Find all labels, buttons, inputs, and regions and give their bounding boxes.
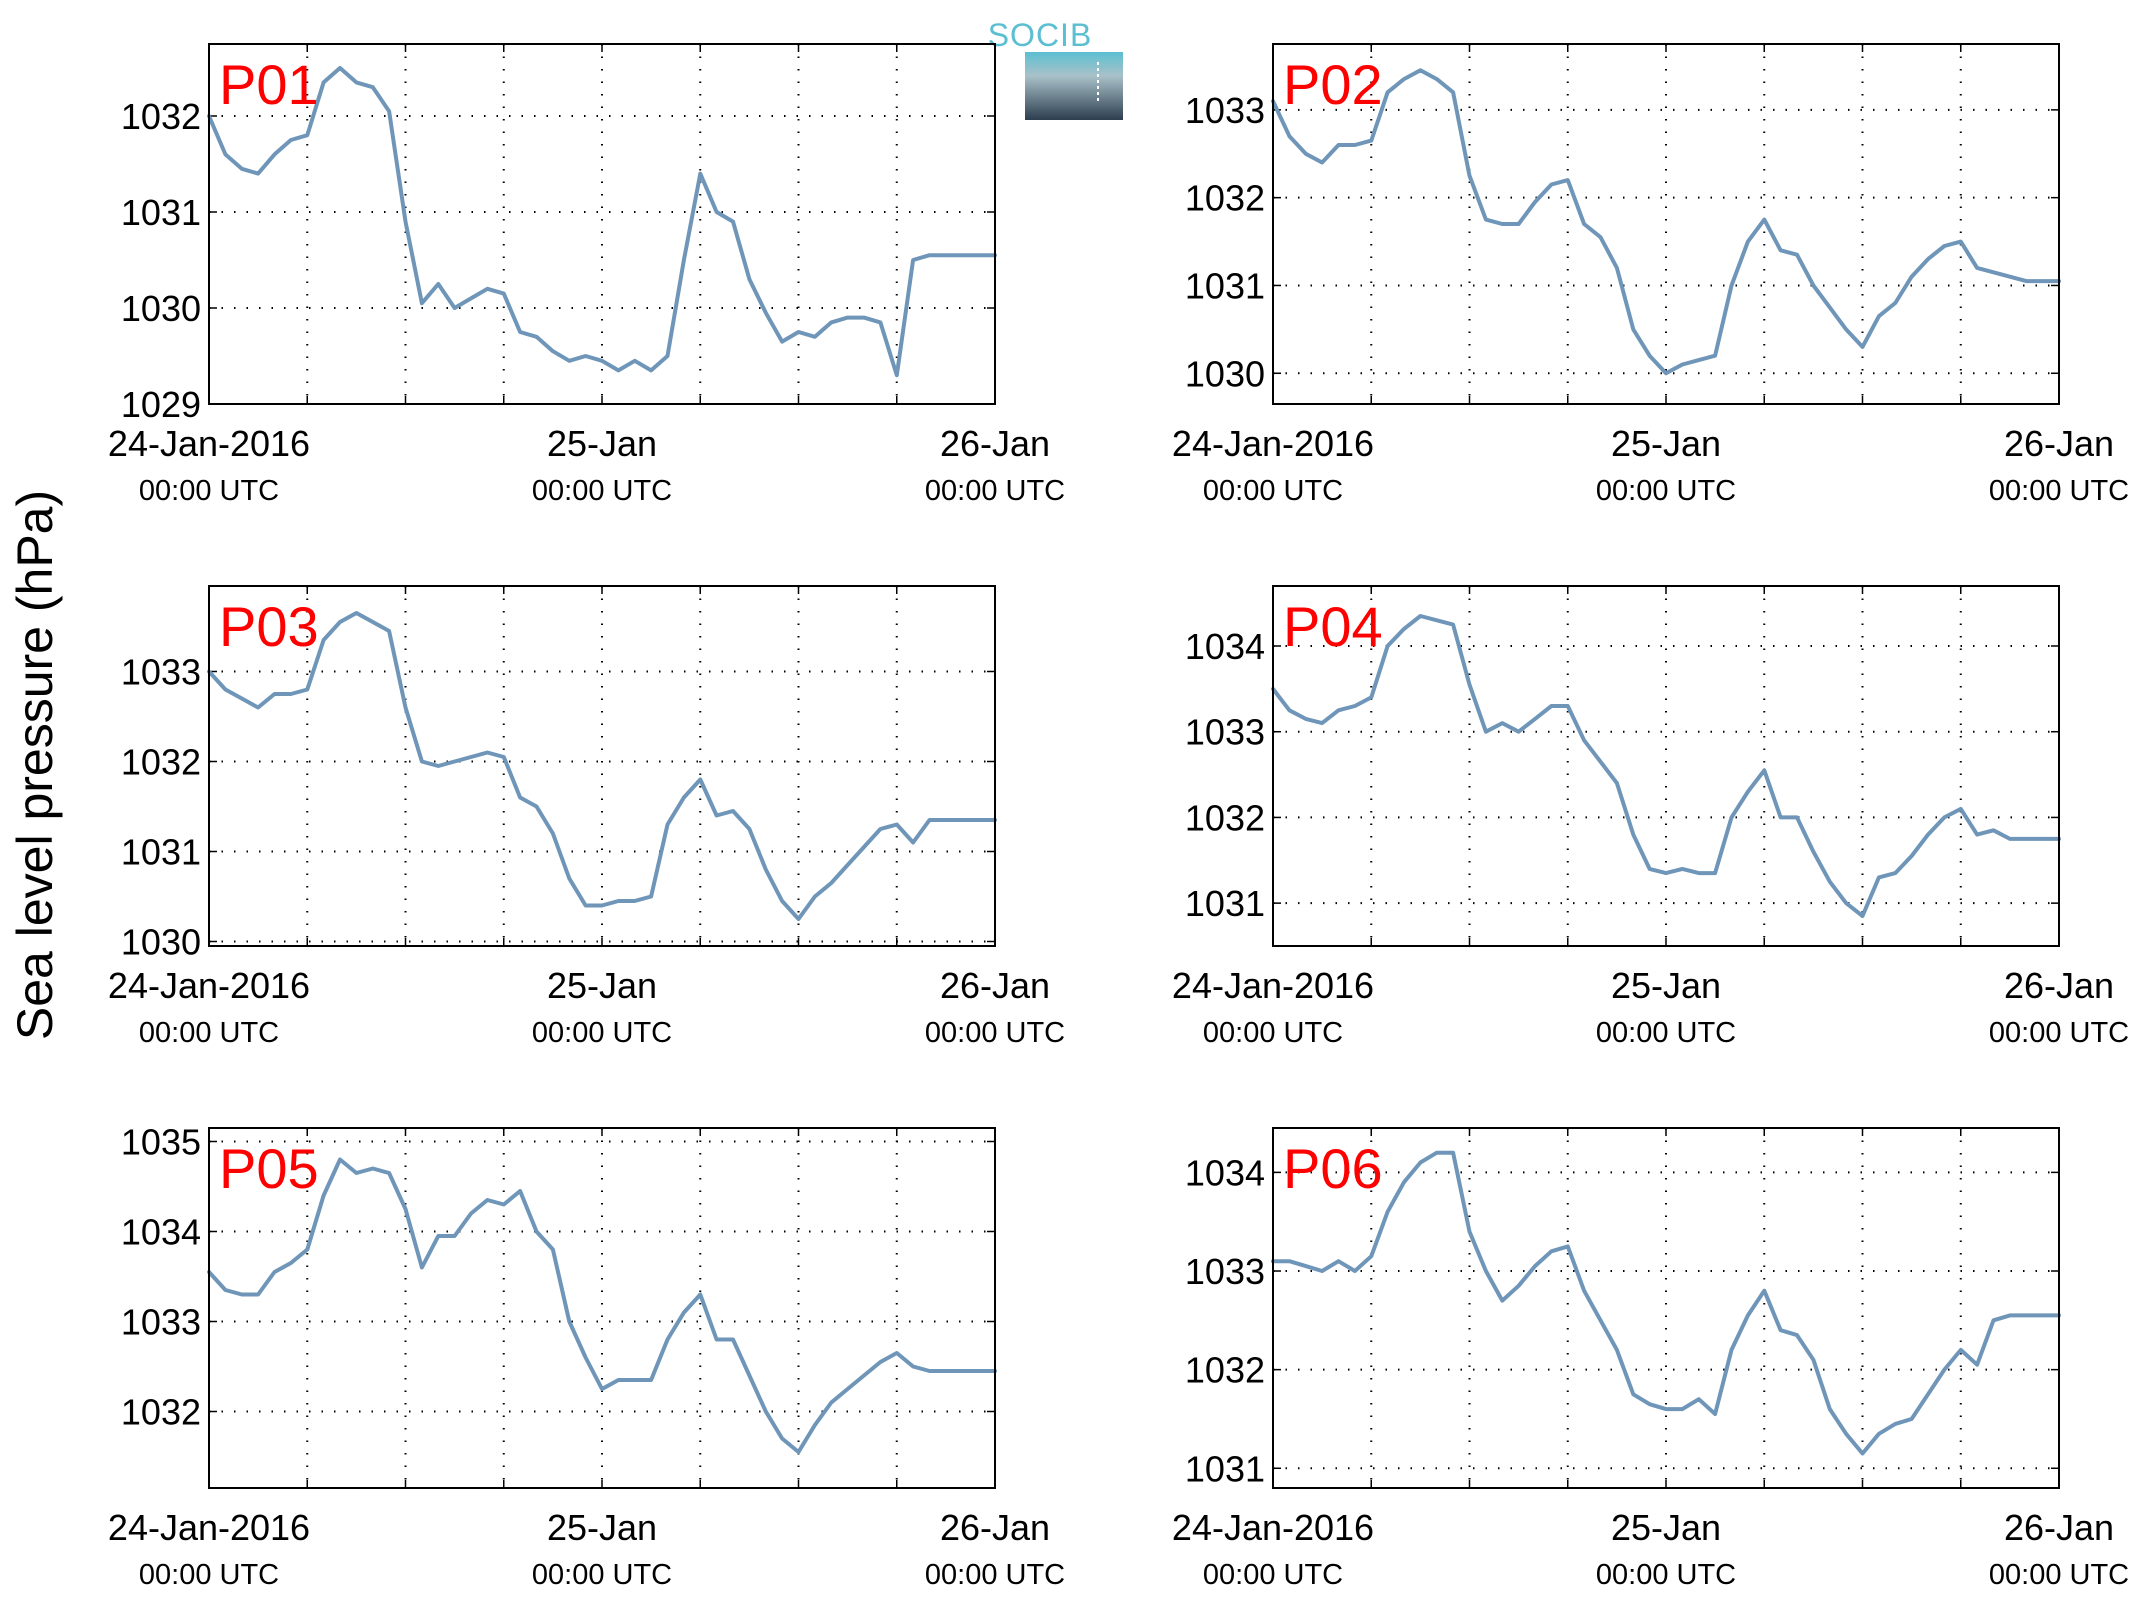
panel-p06: 1031 1032 1033 1034 24-Jan-2016 00:00 UTC 25-J… — [1172, 1127, 2129, 1591]
x-tick-sublabel: 00:00 UTC — [532, 1559, 672, 1591]
x-tick-label: 26-Jan — [940, 423, 1050, 464]
logo-block — [1025, 52, 1123, 120]
x-tick-label: 26-Jan — [2004, 965, 2114, 1006]
y-tick-label: 1033 — [121, 1302, 201, 1343]
y-tick-label: 1032 — [1185, 1350, 1265, 1391]
panel-label: P04 — [1283, 595, 1383, 658]
x-tick-label: 26-Jan — [940, 1507, 1050, 1548]
x-tick-sublabel: 00:00 UTC — [1989, 1017, 2129, 1049]
y-tick-label: 1033 — [1185, 712, 1265, 753]
y-tick-label: 1031 — [1185, 1448, 1265, 1489]
pressure-series-line — [1271, 614, 2061, 918]
pressure-series-line — [1271, 68, 2061, 376]
x-tick-label: 24-Jan-2016 — [1172, 965, 1374, 1006]
y-tick-label: 1031 — [121, 832, 201, 873]
x-tick-label: 24-Jan-2016 — [108, 423, 310, 464]
panel-p04: 1031 1032 1033 1034 24-Jan-2016 00:00 UTC 25-J… — [1172, 585, 2129, 1049]
pressure-series-line — [207, 611, 997, 921]
x-tick-sublabel: 00:00 UTC — [532, 475, 672, 507]
axes-frame — [1272, 585, 2060, 947]
y-tick-label: 1032 — [1185, 178, 1265, 219]
y-tick-label: 1033 — [1185, 1251, 1265, 1292]
panel-p02: 1030 1031 1032 1033 24-Jan-2016 00:00 UTC 25-J… — [1172, 43, 2129, 507]
x-tick-label: 26-Jan — [940, 965, 1050, 1006]
y-tick-label: 1033 — [1185, 90, 1265, 131]
x-tick-sublabel: 00:00 UTC — [1596, 475, 1736, 507]
x-tick-sublabel: 00:00 UTC — [139, 1559, 279, 1591]
panel-p01: 1029 1030 1031 1032 24-Jan-2016 00:00 UTC 25-J… — [108, 43, 1065, 507]
x-tick-sublabel: 00:00 UTC — [1989, 1559, 2129, 1591]
y-tick-label: 1029 — [121, 384, 201, 425]
x-tick-sublabel: 00:00 UTC — [1596, 1017, 1736, 1049]
x-tick-sublabel: 00:00 UTC — [139, 475, 279, 507]
x-tick-label: 24-Jan-2016 — [108, 1507, 310, 1548]
y-tick-label: 1031 — [1185, 265, 1265, 306]
y-tick-label: 1032 — [121, 96, 201, 137]
y-tick-label: 1032 — [121, 1392, 201, 1433]
y-tick-label: 1030 — [121, 288, 201, 329]
x-tick-sublabel: 00:00 UTC — [925, 475, 1065, 507]
logo-text: SOCIB — [988, 17, 1093, 53]
x-tick-sublabel: 00:00 UTC — [1203, 1017, 1343, 1049]
panel-p03: 1030 1031 1032 1033 24-Jan-2016 00:00 UTC 25-J… — [108, 585, 1065, 1049]
x-tick-sublabel: 00:00 UTC — [1203, 475, 1343, 507]
panel-p05: 1032 1033 1034 1035 24-Jan-2016 00:00 UTC 25-J… — [108, 1122, 1065, 1592]
y-tick-label: 1032 — [1185, 797, 1265, 838]
panel-label: P01 — [219, 53, 319, 116]
y-tick-label: 1032 — [121, 742, 201, 783]
x-tick-sublabel: 00:00 UTC — [1596, 1559, 1736, 1591]
x-tick-label: 25-Jan — [547, 423, 657, 464]
y-tick-label: 1031 — [1185, 883, 1265, 924]
panel-label: P02 — [1283, 53, 1383, 116]
y-tick-label: 1030 — [1185, 353, 1265, 394]
y-tick-label: 1035 — [121, 1122, 201, 1163]
pressure-series-line — [207, 66, 997, 378]
x-tick-label: 24-Jan-2016 — [1172, 423, 1374, 464]
y-tick-label: 1034 — [1185, 1152, 1265, 1193]
axes-frame — [1272, 1127, 2060, 1489]
x-tick-sublabel: 00:00 UTC — [1989, 475, 2129, 507]
x-tick-label: 25-Jan — [547, 1507, 657, 1548]
y-tick-label: 1030 — [121, 922, 201, 963]
y-tick-label: 1034 — [121, 1212, 201, 1253]
x-tick-sublabel: 00:00 UTC — [532, 1017, 672, 1049]
x-tick-sublabel: 00:00 UTC — [139, 1017, 279, 1049]
socib-logo: SOCIB — [988, 17, 1123, 120]
y-tick-label: 1033 — [121, 652, 201, 693]
pressure-series-line — [1271, 1150, 2061, 1456]
x-tick-sublabel: 00:00 UTC — [925, 1559, 1065, 1591]
pressure-series-line — [207, 1157, 997, 1454]
panel-label: P03 — [219, 595, 319, 658]
x-tick-label: 25-Jan — [547, 965, 657, 1006]
x-tick-label: 26-Jan — [2004, 423, 2114, 464]
y-axis-label: Sea level pressure (hPa) — [7, 490, 63, 1040]
x-tick-label: 25-Jan — [1611, 423, 1721, 464]
x-tick-sublabel: 00:00 UTC — [1203, 1559, 1343, 1591]
axes-frame — [208, 43, 996, 405]
y-tick-label: 1034 — [1185, 626, 1265, 667]
x-tick-label: 24-Jan-2016 — [1172, 1507, 1374, 1548]
x-tick-label: 24-Jan-2016 — [108, 965, 310, 1006]
panel-label: P06 — [1283, 1137, 1383, 1200]
x-tick-sublabel: 00:00 UTC — [925, 1017, 1065, 1049]
x-tick-label: 25-Jan — [1611, 965, 1721, 1006]
axes-frame — [208, 585, 996, 947]
axes-frame — [208, 1127, 996, 1489]
axes-frame — [1272, 43, 2060, 405]
panel-label: P05 — [219, 1137, 319, 1200]
x-tick-label: 25-Jan — [1611, 1507, 1721, 1548]
y-tick-label: 1031 — [121, 192, 201, 233]
x-tick-label: 26-Jan — [2004, 1507, 2114, 1548]
